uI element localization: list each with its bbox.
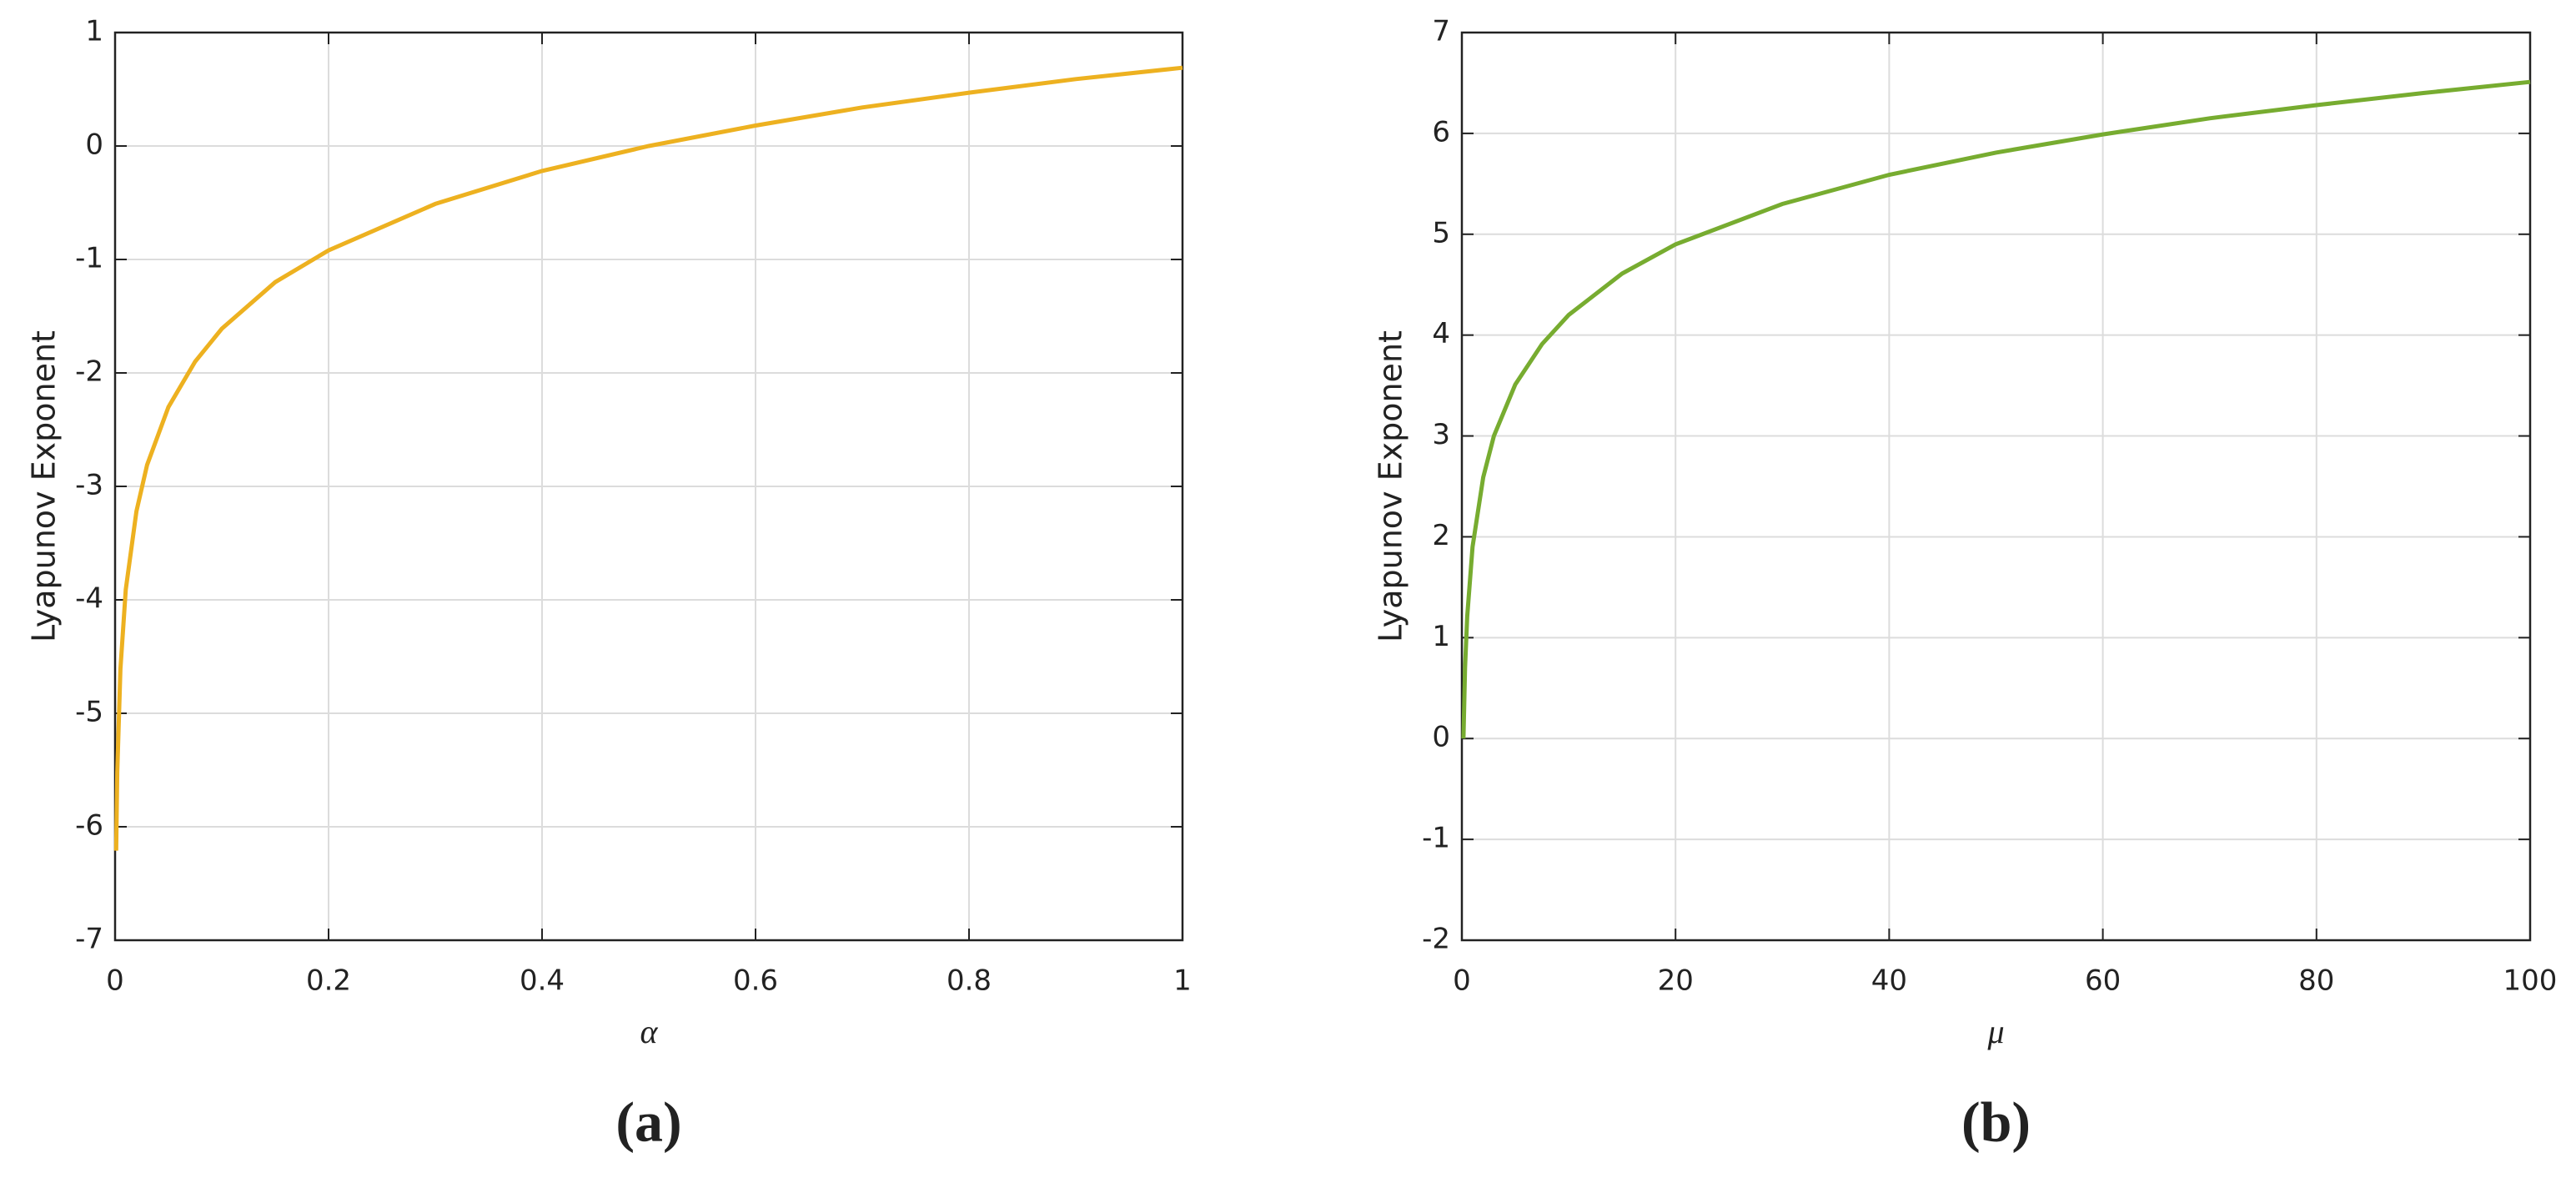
x-tick-label: 0 [1453,964,1471,998]
y-tick-label: 0 [85,128,103,162]
x-tick-label: 1 [1173,964,1192,998]
plot-frame [113,31,1184,942]
line-series [113,65,1183,851]
y-tick-label: -1 [1422,822,1450,855]
x-tick-label: 20 [1658,964,1694,998]
x-tick-label: 40 [1871,964,1907,998]
y-tick-label: 7 [1432,15,1450,48]
y-tick-label: 0 [1432,721,1450,754]
x-tick-label: 0.2 [306,964,351,998]
y-axis-label: Lyapunov Exponent [26,330,63,642]
x-axis-label: μ [1986,1013,2004,1050]
y-tick-label: 2 [1432,519,1450,552]
y-tick-label: 1 [1432,620,1450,653]
x-axis-label: α [640,1013,659,1050]
x-tick-label: 0.8 [947,964,992,998]
plot-frame [1460,31,2532,942]
x-tick-label: 0.4 [520,964,565,998]
y-tick-label: -1 [75,242,103,275]
panel-label: (b) [1961,1090,2031,1154]
x-tick-label: 100 [2503,964,2558,998]
line-series [1461,79,2531,739]
x-tick-label: 0 [106,964,124,998]
y-tick-label: 6 [1432,115,1450,149]
x-tick-label: 80 [2298,964,2334,998]
panel-label: (a) [615,1090,681,1154]
x-tick-label: 0.6 [733,964,778,998]
y-tick-label: 1 [85,15,103,48]
y-tick-label: 5 [1432,216,1450,249]
y-axis-label: Lyapunov Exponent [1373,330,1409,642]
x-tick-label: 60 [2085,964,2121,998]
y-tick-label: -4 [75,582,103,616]
y-tick-label: -5 [75,696,103,729]
y-tick-label: -3 [75,469,103,502]
y-tick-label: 3 [1432,418,1450,451]
y-tick-label: -2 [75,355,103,389]
y-tick-label: -2 [1422,923,1450,956]
y-tick-label: 4 [1432,317,1450,350]
y-tick-label: -7 [75,923,103,956]
y-tick-label: -6 [75,809,103,843]
